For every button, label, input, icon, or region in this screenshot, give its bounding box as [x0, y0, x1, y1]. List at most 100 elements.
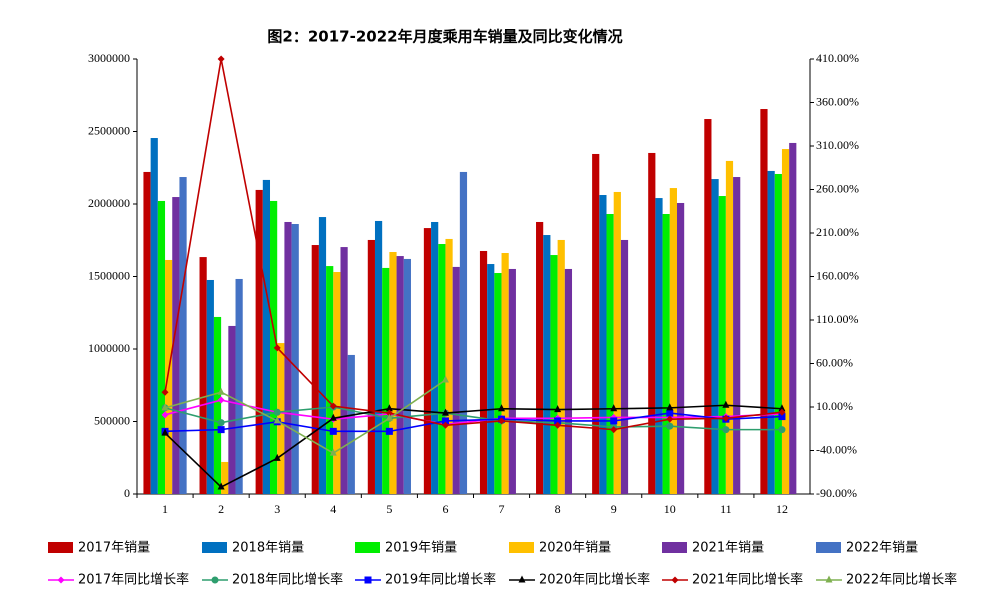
bar	[655, 198, 663, 494]
bar	[172, 197, 180, 495]
line-point	[554, 421, 562, 429]
x-tick-label: 10	[664, 502, 676, 516]
y2-tick-label: 10.00%	[816, 399, 853, 413]
legend-marker	[57, 576, 65, 584]
line-point	[666, 415, 674, 423]
y-tick-label: 2000000	[88, 196, 130, 210]
legend-swatch	[355, 542, 380, 553]
bar	[606, 214, 614, 494]
y2-tick-label: 160.00%	[816, 268, 859, 282]
bar	[767, 170, 775, 494]
line-point	[610, 404, 618, 412]
bar	[592, 153, 600, 494]
line-point	[722, 400, 730, 408]
y-tick-label: 1000000	[88, 341, 130, 355]
legend-label: 2019年同比增长率	[385, 572, 496, 588]
bar	[221, 461, 229, 494]
bar	[536, 221, 544, 495]
y2-tick-label: 60.00%	[816, 355, 853, 369]
bar	[620, 239, 629, 494]
line-point	[441, 375, 449, 383]
legend-marker	[671, 576, 679, 584]
bar	[704, 119, 712, 494]
bar	[599, 195, 607, 494]
y-tick-label: 0	[124, 486, 130, 500]
bar	[396, 256, 404, 494]
y-tick-label: 500000	[94, 413, 130, 427]
legend-label: 2021年销量	[692, 541, 764, 556]
line-point	[329, 427, 337, 435]
bar	[438, 244, 446, 494]
legend-label: 2020年同比增长率	[539, 572, 650, 588]
bar	[733, 177, 741, 494]
line-point	[273, 453, 281, 461]
bar	[760, 109, 768, 495]
bar	[557, 239, 565, 494]
bar	[676, 202, 685, 495]
line-point	[778, 426, 786, 434]
y-tick-label: 2500000	[88, 123, 130, 137]
legend-label: 2017年同比增长率	[78, 572, 189, 588]
x-tick-label: 5	[386, 502, 392, 516]
line-point	[217, 396, 225, 404]
y-tick-label: 1500000	[88, 268, 130, 282]
bar	[150, 138, 158, 494]
legend-marker	[211, 576, 219, 584]
line-point	[329, 448, 337, 456]
line	[164, 58, 783, 431]
legend-marker	[518, 575, 526, 583]
bar	[374, 220, 383, 494]
y2-tick-label: 260.00%	[816, 181, 859, 195]
bar	[347, 354, 355, 494]
line-point	[217, 426, 225, 434]
bar	[367, 239, 375, 494]
bar	[501, 253, 509, 494]
line-point	[385, 409, 393, 417]
y2-tick-label: 410.00%	[816, 51, 859, 65]
x-tick-label: 11	[720, 502, 732, 516]
bar	[613, 191, 621, 494]
line-point	[385, 427, 393, 435]
line	[164, 399, 782, 426]
y2-tick-label: -40.00%	[816, 442, 857, 456]
line-point	[554, 405, 562, 413]
y2-tick-label: 110.00%	[816, 312, 859, 326]
bar	[508, 268, 516, 494]
bar	[423, 228, 432, 494]
bar	[277, 343, 285, 494]
legend-swatch	[662, 542, 687, 553]
line-point	[385, 413, 393, 421]
line-point	[217, 387, 225, 395]
legend-label: 2021年同比增长率	[692, 572, 803, 588]
legend-marker	[825, 575, 833, 583]
line-point	[441, 408, 449, 416]
line-point	[217, 482, 225, 490]
bar	[487, 264, 495, 494]
y2-tick-label: -90.00%	[816, 486, 857, 500]
line-point	[329, 413, 337, 421]
line-point	[441, 421, 449, 429]
bar	[213, 316, 222, 494]
line-point	[217, 55, 225, 63]
line-point	[722, 426, 730, 434]
line-point	[161, 403, 169, 411]
bar	[648, 152, 656, 494]
legend-label: 2022年同比增长率	[846, 572, 957, 588]
bar	[543, 235, 551, 494]
x-tick-label: 2	[218, 502, 224, 516]
bar	[452, 266, 460, 494]
bar	[199, 257, 207, 494]
y2-tick-label: 210.00%	[816, 225, 859, 239]
line	[165, 412, 782, 433]
bar	[333, 272, 341, 494]
bar	[179, 177, 187, 494]
bar	[255, 189, 263, 494]
bar	[206, 279, 214, 494]
x-tick-label: 12	[776, 502, 788, 516]
bar	[157, 200, 166, 494]
bar	[262, 179, 271, 494]
bar	[326, 266, 334, 494]
x-tick-label: 1	[162, 502, 168, 516]
line-point	[666, 409, 674, 417]
